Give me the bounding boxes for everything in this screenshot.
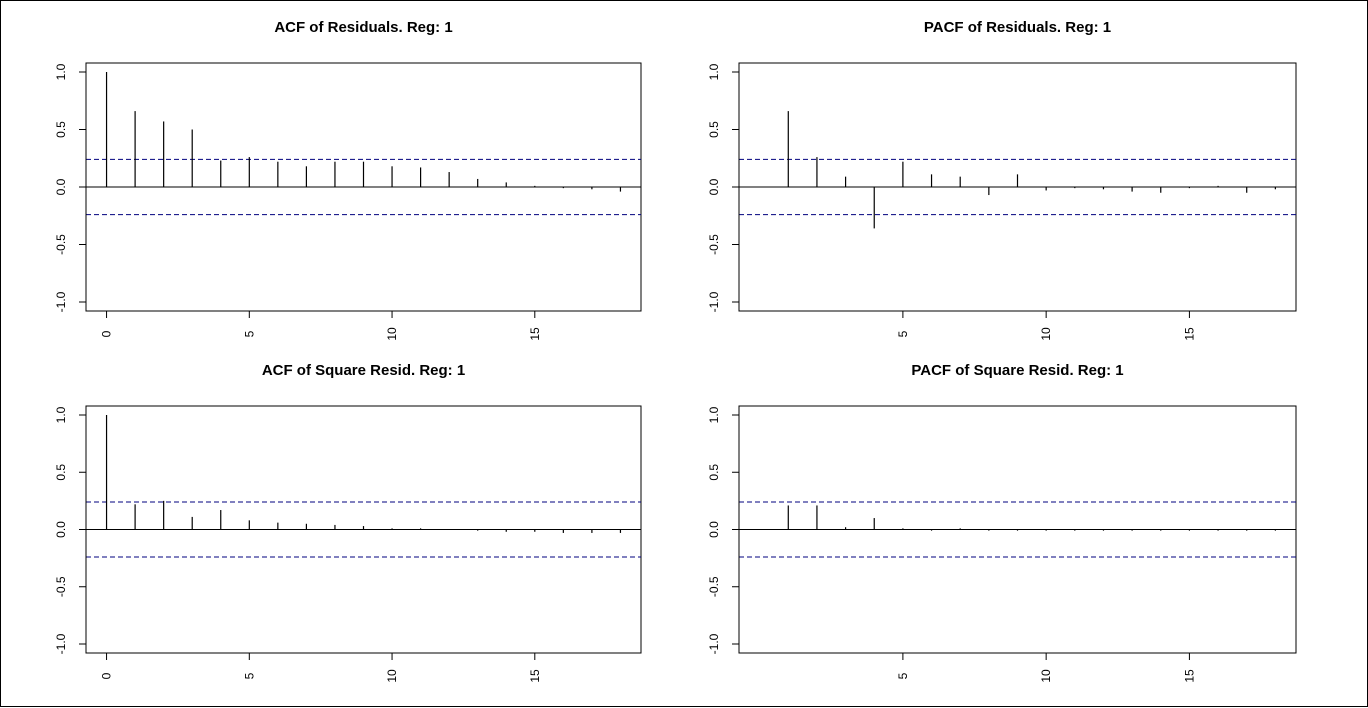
x-tick-label: 15: [528, 669, 542, 683]
x-tick-label: 15: [1182, 327, 1196, 341]
panel-1: PACF of Residuals. Reg: 1 -1.0 -0.5 0.0 0.5 1…: [707, 19, 1297, 341]
x-tick-label: 10: [385, 327, 399, 341]
y-tick-label: -0.5: [54, 576, 68, 597]
x-tick-label: 5: [896, 672, 910, 679]
chart-title: PACF of Residuals. Reg: 1: [924, 19, 1111, 36]
y-tick-label: -1.0: [54, 291, 68, 312]
y-tick-label: -0.5: [707, 234, 721, 255]
y-tick-label: 0.5: [54, 121, 68, 138]
y-tick-label: 0.0: [707, 178, 721, 195]
y-tick-label: 0.5: [54, 464, 68, 481]
y-tick-label: -1.0: [54, 633, 68, 654]
y-tick-label: 0.0: [707, 521, 721, 538]
y-tick-label: 0.5: [707, 464, 721, 481]
x-tick-label: 5: [896, 330, 910, 337]
x-tick-label: 10: [385, 669, 399, 683]
x-tick-label: 10: [1039, 327, 1053, 341]
panel-3: PACF of Square Resid. Reg: 1 -1.0 -0.5 0.0 0…: [707, 362, 1297, 683]
panel-0: ACF of Residuals. Reg: 1 -1.0 -0.5 0.0 0.5 1.…: [54, 19, 642, 341]
x-tick-label: 10: [1039, 669, 1053, 683]
x-tick-label: 5: [242, 330, 256, 337]
y-tick-label: 0.0: [54, 521, 68, 538]
y-tick-label: 1.0: [707, 406, 721, 423]
panel-2: ACF of Square Resid. Reg: 1 -1.0 -0.5 0.0 0.…: [54, 362, 642, 683]
y-tick-label: -0.5: [707, 576, 721, 597]
y-tick-label: -0.5: [54, 234, 68, 255]
y-tick-label: -1.0: [707, 633, 721, 654]
x-tick-label: 0: [100, 672, 114, 679]
y-tick-label: 1.0: [54, 63, 68, 80]
chart-title: ACF of Residuals. Reg: 1: [274, 19, 452, 36]
x-tick-label: 0: [100, 330, 114, 337]
y-tick-label: -1.0: [707, 291, 721, 312]
y-tick-label: 1.0: [707, 63, 721, 80]
x-tick-label: 5: [242, 672, 256, 679]
y-tick-label: 0.0: [54, 178, 68, 195]
y-tick-label: 0.5: [707, 121, 721, 138]
chart-title: PACF of Square Resid. Reg: 1: [911, 362, 1123, 379]
y-tick-label: 1.0: [54, 406, 68, 423]
x-tick-label: 15: [528, 327, 542, 341]
x-tick-label: 15: [1182, 669, 1196, 683]
chart-title: ACF of Square Resid. Reg: 1: [262, 362, 465, 379]
